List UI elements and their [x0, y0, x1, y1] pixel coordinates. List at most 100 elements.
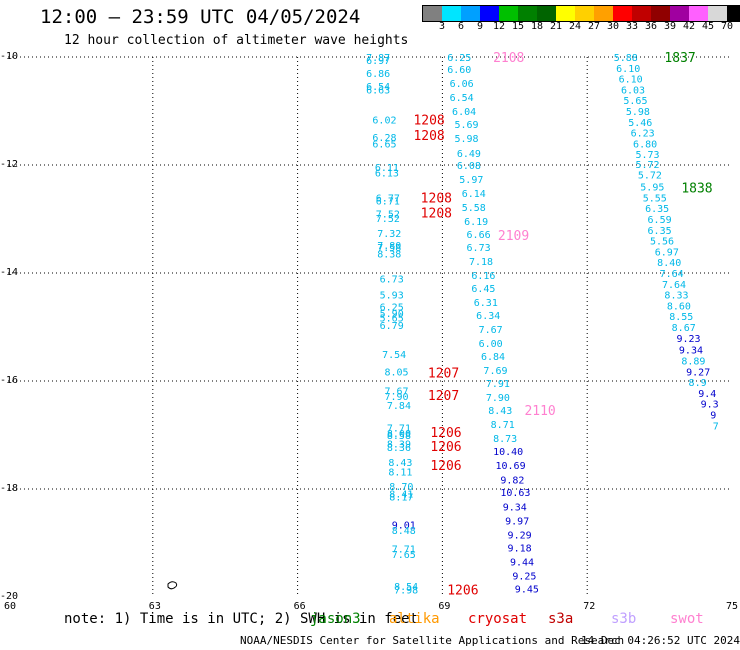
track-label: 1206: [430, 426, 461, 441]
wave-height-value: 5.72: [638, 171, 662, 182]
footer-timestamp: 14 Dec 04:26:52 UTC 2024: [581, 634, 740, 647]
wave-height-value: 6.10: [616, 64, 640, 75]
colorbar-swatch: [461, 6, 480, 21]
wave-height-value: 10.63: [500, 488, 530, 499]
wave-height-value: 5.88: [614, 53, 638, 64]
wave-height-value: 7.87: [366, 53, 390, 64]
colorbar-swatch: [727, 6, 740, 21]
island-outline: [167, 581, 178, 590]
wave-height-value: 8.43: [488, 406, 512, 417]
lat-tick-label: -20: [0, 591, 19, 602]
wave-height-value: 6.10: [619, 75, 643, 86]
colorbar-swatch: [708, 6, 727, 21]
wave-height-value: 6.35: [645, 204, 669, 215]
colorbar-label: 27: [587, 21, 601, 32]
wave-height-value: 8.05: [384, 367, 408, 378]
wave-height-value: 8.41: [389, 489, 413, 500]
colorbar-label: 36: [644, 21, 658, 32]
wave-height-value: 9.97: [505, 516, 529, 527]
lat-tick-label: -18: [0, 483, 19, 494]
lat-tick-label: -16: [0, 375, 19, 386]
wave-height-value: 7.90: [384, 392, 408, 403]
wave-height-value: 8.36: [387, 443, 411, 454]
wave-height-value: 8.43: [388, 458, 412, 469]
colorbar-swatch: [537, 6, 556, 21]
wave-height-value: 6.00: [479, 339, 503, 350]
wave-height-value: 6.86: [366, 69, 390, 80]
colorbar-label: 45: [701, 21, 715, 32]
wave-height-value: 6.73: [380, 274, 404, 285]
wave-height-value: 7.54: [382, 350, 406, 361]
wave-height-value: 6.54: [450, 93, 474, 104]
wave-height-value: 6.66: [467, 230, 491, 241]
wave-height-value: 8.60: [667, 301, 691, 312]
wave-height-value: 6.06: [450, 79, 474, 90]
wave-height-value: 7.67: [479, 325, 503, 336]
wave-height-value: 6.84: [481, 352, 505, 363]
lat-tick-label: -12: [0, 159, 19, 170]
track-label: 1837: [664, 51, 695, 66]
wave-height-value: 6.02: [372, 116, 396, 127]
wave-height-value: 6.25: [380, 302, 404, 313]
colorbar-swatch: [499, 6, 518, 21]
wave-height-value: 6.03: [621, 85, 645, 96]
wave-height-value: 8.11: [388, 468, 412, 479]
track-label: 1208: [421, 191, 452, 206]
colorbar-swatch: [442, 6, 461, 21]
wave-height-value: 6.80: [633, 139, 657, 150]
lon-tick-label: 72: [583, 601, 596, 612]
wave-height-value: 5.97: [459, 175, 483, 186]
wave-height-value: 7.98: [394, 585, 418, 596]
track-label: 1208: [413, 129, 444, 144]
wave-height-value: 6.59: [648, 215, 672, 226]
wave-height-value: 9.29: [508, 530, 532, 541]
wave-height-value: 5.55: [643, 193, 667, 204]
wave-height-value: 9.34: [679, 346, 703, 357]
wave-height-value: 9.44: [510, 557, 534, 568]
wave-height-value: 6.34: [476, 311, 500, 322]
wave-height-value: 6.63: [366, 85, 390, 96]
wave-height-value: 8.54: [394, 582, 418, 593]
legend-item-s3a: s3a: [548, 611, 574, 627]
wave-height-value: 7.71: [387, 423, 411, 434]
colorbar-swatch: [613, 6, 632, 21]
wave-height-value: 7.52: [376, 210, 400, 221]
colorbar-swatch: [632, 6, 651, 21]
wave-height-value: 7.69: [483, 366, 507, 377]
wave-height-value: 6.19: [464, 217, 488, 228]
wave-height-value: 6.23: [631, 129, 655, 140]
wave-height-value: 9.3: [701, 400, 719, 411]
lat-tick-label: -10: [0, 51, 19, 62]
wave-height-value: 6.60: [447, 65, 471, 76]
legend-note: note: 1) Time is in UTC; 2) SWH is in fe…: [64, 611, 419, 627]
track-label: 2110: [524, 404, 555, 419]
wave-height-value: 7.52: [376, 214, 400, 225]
colorbar-swatch: [594, 6, 613, 21]
colorbar-swatch: [651, 6, 670, 21]
colorbar-label: 30: [606, 21, 620, 32]
wave-height-value: 9.18: [508, 543, 532, 554]
wave-height-value: 6.65: [372, 139, 396, 150]
wave-height-value: 8.00: [387, 429, 411, 440]
wave-height-value: 7.18: [469, 257, 493, 268]
track-label: 1838: [681, 182, 712, 197]
wave-height-value: 7.32: [377, 229, 401, 240]
colorbar-label: 15: [511, 21, 525, 32]
footer-credit: NOAA/NESDIS Center for Satellite Applica…: [240, 634, 625, 647]
legend-item-cryosat: cryosat: [468, 611, 528, 627]
wave-height-value: 6.11: [375, 163, 399, 174]
wave-height-value: 8.73: [493, 434, 517, 445]
wave-height-value: 8.89: [681, 356, 705, 367]
wave-height-value: 8.55: [669, 312, 693, 323]
colorbar-label: 6: [457, 21, 465, 32]
wave-height-value: 5.93: [380, 291, 404, 302]
wave-height-value: 8.48: [392, 526, 416, 537]
wave-height-value: 5.58: [462, 203, 486, 214]
wave-height-value: 7.80: [377, 241, 401, 252]
wave-height-value: 6.97: [655, 247, 679, 258]
lon-tick-label: 69: [438, 601, 451, 612]
colorbar-label: 33: [625, 21, 639, 32]
wave-height-value: 6.49: [457, 149, 481, 160]
wave-height-value: 5.56: [650, 237, 674, 248]
colorbar-label: 3: [438, 21, 446, 32]
